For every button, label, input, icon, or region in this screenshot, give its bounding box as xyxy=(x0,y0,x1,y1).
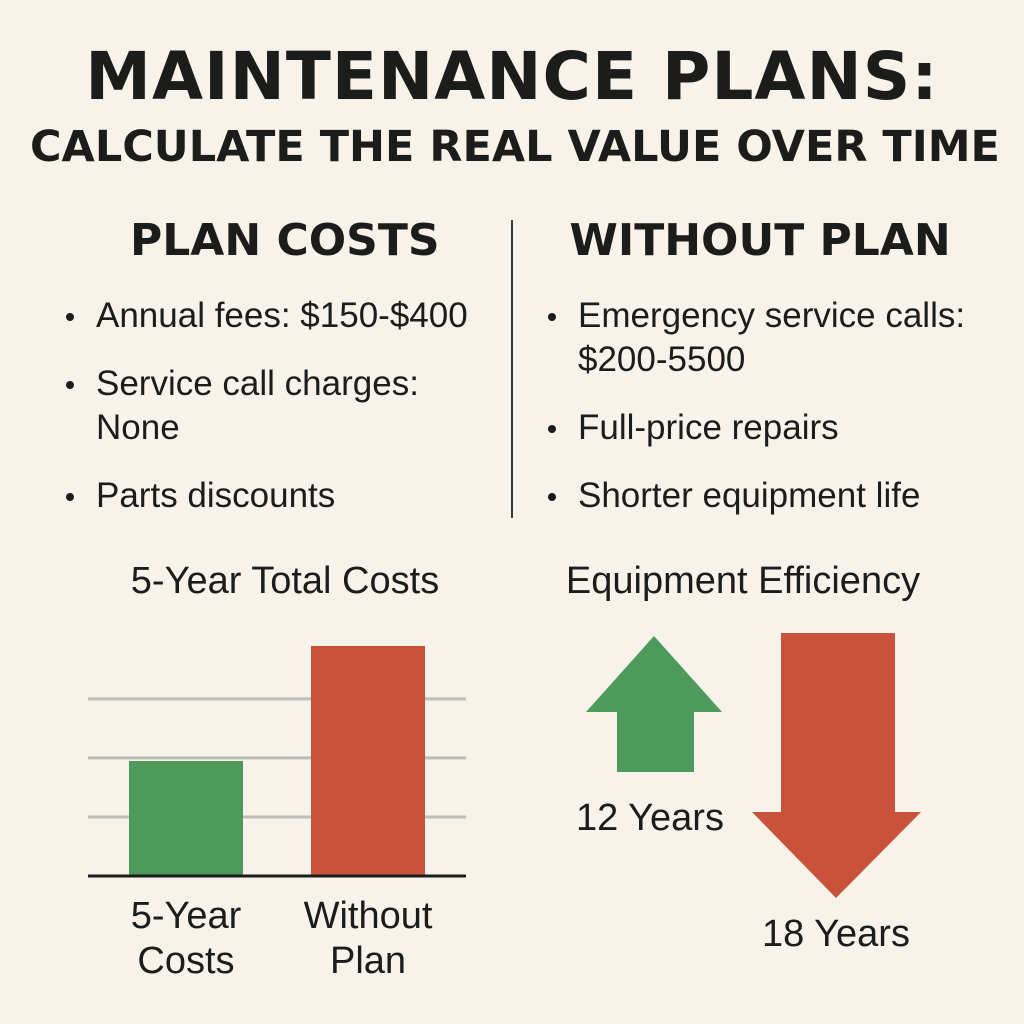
plan-costs-item-text: None xyxy=(96,408,180,447)
bullet-icon xyxy=(548,493,556,501)
arrow-label: 12 Years xyxy=(576,797,724,839)
without-plan-item: Shorter equipment life xyxy=(548,474,988,518)
main-title: MAINTENANCE PLANS: xyxy=(85,38,939,115)
bar-without-plan xyxy=(311,646,425,876)
bullet-icon xyxy=(66,381,74,389)
bullet-icon xyxy=(66,493,74,501)
tick-label: Without xyxy=(304,895,433,937)
plan-costs-list: Annual fees: $150-$400 Service call charg… xyxy=(66,294,486,518)
bar-five-year-costs xyxy=(129,761,243,876)
without-plan-item-text: Full-price repairs xyxy=(578,408,839,447)
bullet-icon xyxy=(548,313,556,321)
subtitle: CALCULATE THE REAL VALUE OVER TIME xyxy=(30,122,1000,172)
plan-costs-heading: PLAN COSTS xyxy=(130,215,440,266)
without-plan-item-text: Emergency service calls: xyxy=(578,296,966,335)
without-plan-list: Emergency service calls: $200-5500 Full-pr… xyxy=(548,294,988,518)
up-arrow-icon xyxy=(586,636,722,772)
plan-costs-item-text: Service call charges: xyxy=(96,364,419,403)
efficiency-title: Equipment Efficiency xyxy=(565,560,921,602)
bar-chart-title: 5-Year Total Costs xyxy=(130,560,440,602)
without-plan-item: Full-price repairs xyxy=(548,406,988,450)
bullet-icon xyxy=(548,425,556,433)
plan-costs-item-text: Annual fees: $150-$400 xyxy=(96,296,468,335)
arrow-label: 18 Years xyxy=(762,913,910,955)
plan-costs-item-text: Parts discounts xyxy=(96,476,336,515)
without-plan-item-text: Shorter equipment life xyxy=(578,476,921,515)
down-arrow-icon xyxy=(752,633,921,898)
tick-label: Plan xyxy=(330,940,406,982)
bullet-icon xyxy=(66,313,74,321)
plan-costs-item: Annual fees: $150-$400 xyxy=(66,294,486,338)
plan-costs-item: Service call charges: None xyxy=(66,362,486,450)
tick-label: Costs xyxy=(137,940,234,982)
without-plan-item: Emergency service calls: $200-5500 xyxy=(548,294,988,382)
column-divider xyxy=(511,220,513,518)
without-plan-heading: WITHOUT PLAN xyxy=(569,215,951,266)
plan-costs-item: Parts discounts xyxy=(66,474,486,518)
tick-label: 5-Year xyxy=(131,895,242,937)
without-plan-item-text: $200-5500 xyxy=(578,340,746,379)
